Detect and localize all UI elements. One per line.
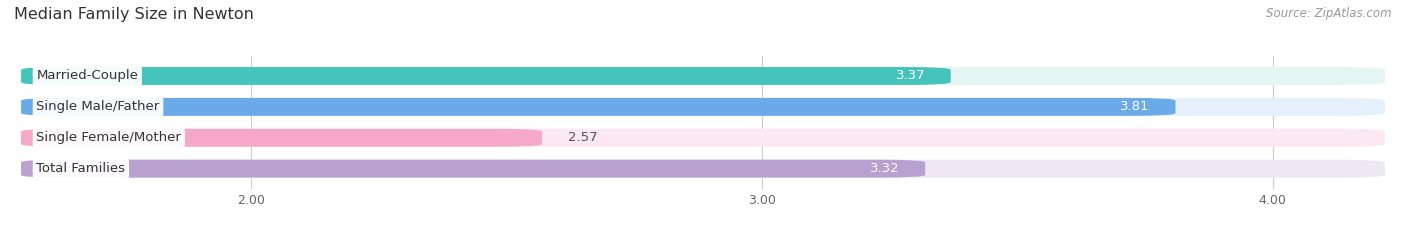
FancyBboxPatch shape: [21, 129, 543, 147]
FancyBboxPatch shape: [21, 98, 1175, 116]
Text: Median Family Size in Newton: Median Family Size in Newton: [14, 7, 254, 22]
FancyBboxPatch shape: [21, 160, 1385, 178]
Text: Married-Couple: Married-Couple: [37, 69, 138, 82]
FancyBboxPatch shape: [21, 160, 925, 178]
Text: 2.57: 2.57: [568, 131, 598, 144]
Text: Source: ZipAtlas.com: Source: ZipAtlas.com: [1267, 7, 1392, 20]
Text: Total Families: Total Families: [37, 162, 125, 175]
Text: Single Male/Father: Single Male/Father: [37, 100, 160, 113]
Text: 3.32: 3.32: [870, 162, 900, 175]
Text: Single Female/Mother: Single Female/Mother: [37, 131, 181, 144]
FancyBboxPatch shape: [21, 129, 1385, 147]
FancyBboxPatch shape: [21, 98, 1385, 116]
Text: 3.37: 3.37: [896, 69, 925, 82]
FancyBboxPatch shape: [21, 67, 1385, 85]
FancyBboxPatch shape: [21, 67, 950, 85]
Text: 3.81: 3.81: [1121, 100, 1150, 113]
